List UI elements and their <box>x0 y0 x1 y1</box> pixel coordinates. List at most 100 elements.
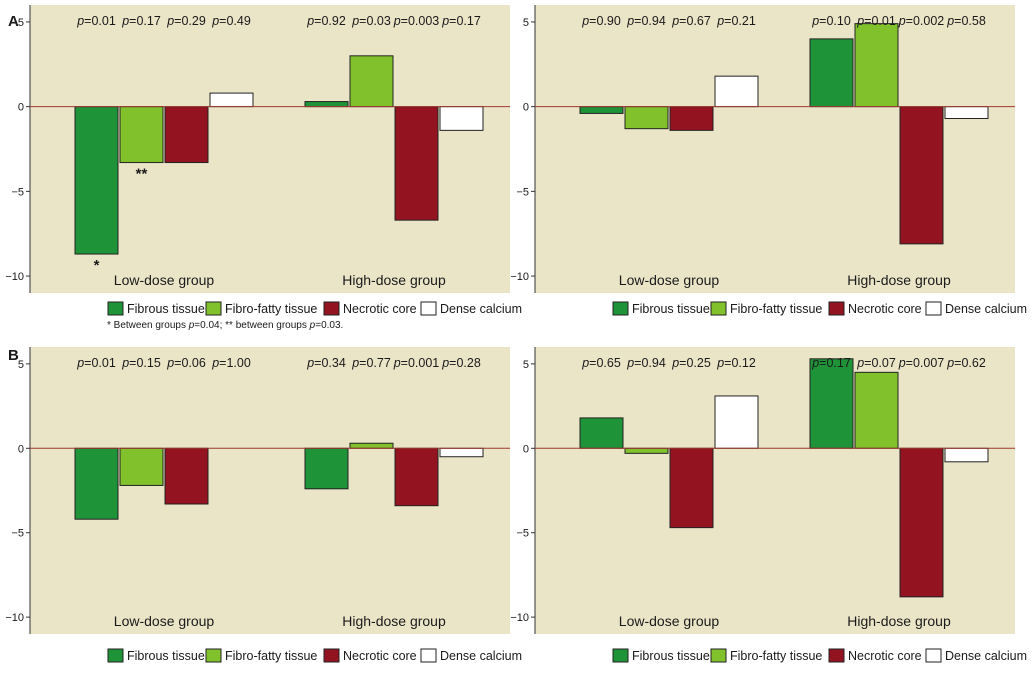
bar-dense-calcium <box>944 447 989 463</box>
p-value-label: p=0.12 <box>716 356 756 370</box>
p-value-label: p=0.34 <box>306 356 346 370</box>
bar-fibro-fatty-tissue <box>349 442 394 449</box>
p-value-label: p=0.90 <box>581 14 621 28</box>
legend-label: Fibrous tissue <box>127 649 205 663</box>
y-tick-label: 5 <box>523 359 529 371</box>
group-label: High-dose group <box>342 272 446 288</box>
bar-necrotic-core <box>394 106 439 221</box>
group-label: High-dose group <box>342 613 446 629</box>
y-tick-label: 0 <box>18 102 24 114</box>
legend-swatch <box>925 301 942 316</box>
p-value-label: p=0.01 <box>856 14 896 28</box>
p-value-label: p=0.17 <box>121 14 161 28</box>
bar-fibrous-tissue <box>74 106 119 255</box>
legend-swatch <box>107 301 124 316</box>
legend-swatch <box>710 648 727 663</box>
legend-label: Fibro-fatty tissue <box>225 302 317 316</box>
y-tick-label: −10 <box>510 612 529 624</box>
p-value-label: p=0.003 <box>393 14 440 28</box>
bar-dense-calcium <box>714 75 759 108</box>
bar-dense-calcium <box>439 447 484 458</box>
y-tick-label: 5 <box>18 17 24 29</box>
bar-dense-calcium <box>439 106 484 131</box>
y-tick-label: −5 <box>11 528 24 540</box>
y-tick-label: −10 <box>5 612 24 624</box>
bar-dense-calcium <box>944 106 989 120</box>
bar-dense-calcium <box>714 395 759 449</box>
bar-necrotic-core <box>164 447 209 505</box>
legend-label: Dense calcium <box>945 649 1027 663</box>
p-value-label: p=0.15 <box>121 356 161 370</box>
p-value-label: p=0.007 <box>898 356 945 370</box>
legend-swatch <box>420 648 437 663</box>
footnote: * Between groups p=0.04; ** between grou… <box>107 320 343 331</box>
legend-swatch <box>612 301 629 316</box>
bar-fibro-fatty-tissue <box>349 55 394 108</box>
bar-fibrous-tissue <box>304 447 349 490</box>
y-tick-label: 5 <box>523 17 529 29</box>
p-value-label: p=0.01 <box>76 356 116 370</box>
legend-swatch <box>323 648 340 663</box>
group-label: High-dose group <box>847 613 951 629</box>
legend-swatch <box>612 648 629 663</box>
panel-label-b: B <box>8 347 19 364</box>
p-value-label: p=0.94 <box>626 356 666 370</box>
legend-swatch <box>828 648 845 663</box>
legend-label: Necrotic core <box>343 649 417 663</box>
bar-fibro-fatty-tissue <box>624 447 669 454</box>
p-value-label: p=0.07 <box>856 356 896 370</box>
bar-fibro-fatty-tissue <box>119 447 164 486</box>
legend-label: Dense calcium <box>440 302 522 316</box>
legend-label: Necrotic core <box>848 649 922 663</box>
legend-swatch <box>925 648 942 663</box>
p-value-label: p=0.67 <box>671 14 711 28</box>
group-label: Low-dose group <box>114 272 215 288</box>
y-tick-label: −10 <box>5 271 24 283</box>
p-value-label: p=0.29 <box>166 14 206 28</box>
significance-marker: ** <box>136 166 148 183</box>
p-value-label: p=0.49 <box>211 14 251 28</box>
bar-necrotic-core <box>394 447 439 507</box>
y-tick-label: −5 <box>11 186 24 198</box>
bar-fibrous-tissue <box>809 38 854 108</box>
p-value-label: p=0.25 <box>671 356 711 370</box>
bar-necrotic-core <box>164 106 209 164</box>
legend-label: Fibrous tissue <box>632 302 710 316</box>
bar-fibrous-tissue <box>304 101 349 108</box>
bar-necrotic-core <box>669 106 714 131</box>
group-label: Low-dose group <box>619 613 720 629</box>
bar-fibrous-tissue <box>579 106 624 114</box>
legend-swatch <box>205 301 222 316</box>
bar-necrotic-core <box>899 447 944 598</box>
legend-swatch <box>205 648 222 663</box>
p-value-label: p=0.01 <box>76 14 116 28</box>
legend-swatch <box>107 648 124 663</box>
legend-swatch <box>710 301 727 316</box>
p-value-label: p=0.002 <box>898 14 945 28</box>
legend-label: Fibro-fatty tissue <box>730 302 822 316</box>
y-tick-label: −10 <box>510 271 529 283</box>
legend-label: Dense calcium <box>440 649 522 663</box>
p-value-label: p=0.94 <box>626 14 666 28</box>
bar-fibrous-tissue <box>809 358 854 449</box>
group-label: High-dose group <box>847 272 951 288</box>
group-label: Low-dose group <box>619 272 720 288</box>
legend-label: Fibrous tissue <box>127 302 205 316</box>
bar-necrotic-core <box>899 106 944 245</box>
y-tick-label: 0 <box>523 102 529 114</box>
bar-fibro-fatty-tissue <box>119 106 164 164</box>
legend-swatch <box>828 301 845 316</box>
y-tick-label: 0 <box>523 443 529 455</box>
p-value-label: p=0.62 <box>946 356 986 370</box>
p-value-label: p=0.17 <box>811 356 851 370</box>
legend-label: Dense calcium <box>945 302 1027 316</box>
p-value-label: p=0.21 <box>716 14 756 28</box>
bar-necrotic-core <box>669 447 714 529</box>
bar-fibrous-tissue <box>74 447 119 520</box>
y-tick-label: −5 <box>516 186 529 198</box>
p-value-label: p=0.58 <box>946 14 986 28</box>
p-value-label: p=0.001 <box>393 356 440 370</box>
p-value-label: p=0.77 <box>351 356 391 370</box>
y-tick-label: 0 <box>18 443 24 455</box>
